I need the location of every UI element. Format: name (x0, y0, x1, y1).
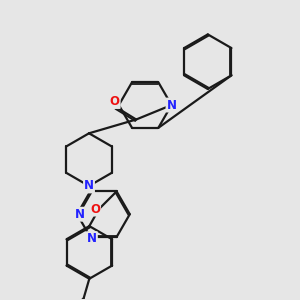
Text: N: N (87, 232, 97, 245)
Text: N: N (75, 208, 85, 221)
Text: O: O (110, 95, 120, 108)
Text: O: O (90, 202, 100, 216)
Text: N: N (167, 98, 176, 112)
Text: N: N (84, 179, 94, 193)
